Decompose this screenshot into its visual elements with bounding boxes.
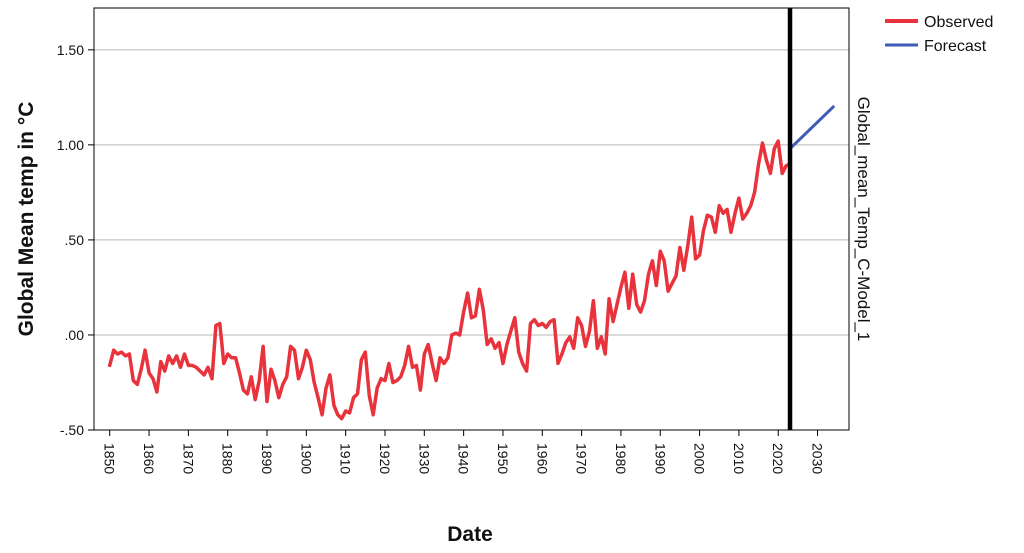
x-tick-label: 1960 <box>534 443 550 474</box>
x-axis-ticks: 1850 1860 1870 1880 1890 1900 1910 1920 1930 1940… <box>102 430 826 474</box>
legend-forecast-label: Forecast <box>924 38 987 55</box>
x-tick-label: 1860 <box>141 443 157 474</box>
series-line-observed <box>107 139 792 421</box>
right-axis-label: Global_mean_Temp_C-Model_1 <box>854 97 873 342</box>
x-tick-label: 1990 <box>652 443 668 474</box>
y-tick-label: 1.50 <box>57 42 84 58</box>
y-axis-ticks: -.50 .00 .50 1.00 1.50 <box>57 42 94 438</box>
gridlines <box>94 49 849 336</box>
x-tick-label: 1850 <box>102 443 118 474</box>
x-tick-label: 2000 <box>692 443 708 474</box>
x-tick-label: 2020 <box>770 443 786 474</box>
x-tick-label: 1890 <box>259 443 275 474</box>
y-tick-label: .00 <box>65 327 85 343</box>
x-tick-label: 1880 <box>220 443 236 474</box>
x-tick-label: 1950 <box>495 443 511 474</box>
x-tick-label: 2030 <box>810 443 826 474</box>
x-tick-label: 1980 <box>613 443 629 474</box>
y-tick-label: -.50 <box>60 422 84 438</box>
legend-observed-label: Observed <box>924 14 993 31</box>
x-tick-label: 1920 <box>377 443 393 474</box>
x-tick-label: 2010 <box>731 443 747 474</box>
y-tick-label: 1.00 <box>57 137 84 153</box>
x-tick-label: 1940 <box>456 443 472 474</box>
plot-frame <box>93 7 850 431</box>
series-layer <box>107 105 835 421</box>
y-tick-label: .50 <box>65 232 85 248</box>
x-axis-label: Date <box>447 523 493 546</box>
x-tick-label: 1970 <box>574 443 590 474</box>
x-tick-label: 1910 <box>338 443 354 474</box>
x-tick-label: 1900 <box>298 443 314 474</box>
y-axis-label: Global Mean temp in °C <box>15 102 38 337</box>
x-tick-label: 1930 <box>416 443 432 474</box>
series-line-forecast <box>788 105 835 151</box>
x-tick-label: 1870 <box>180 443 196 474</box>
legend: Observed Forecast <box>885 14 993 55</box>
